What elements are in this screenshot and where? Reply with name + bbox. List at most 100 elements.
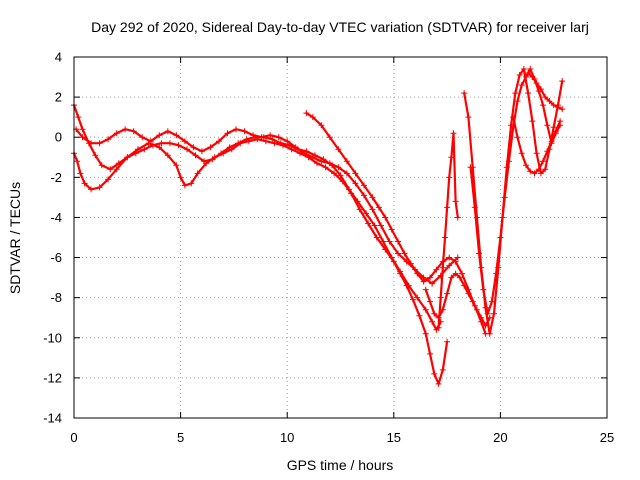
data-point-marker xyxy=(115,160,122,167)
data-point-marker xyxy=(488,298,495,305)
data-point-marker xyxy=(81,180,88,187)
data-point-marker xyxy=(360,192,367,199)
data-point-marker xyxy=(525,90,532,97)
data-point-marker xyxy=(356,206,363,213)
y-tick-label: 2 xyxy=(55,90,62,105)
data-point-marker xyxy=(139,134,146,141)
data-point-marker xyxy=(337,172,344,179)
data-series xyxy=(71,66,566,387)
data-point-marker xyxy=(352,170,359,177)
data-point-marker xyxy=(416,312,423,319)
data-point-marker xyxy=(369,206,376,213)
data-point-marker xyxy=(373,234,380,241)
data-point-marker xyxy=(465,290,472,297)
data-point-marker xyxy=(505,158,512,165)
data-point-marker xyxy=(401,250,408,257)
series-arc-8 xyxy=(525,70,566,113)
data-point-marker xyxy=(422,306,429,313)
data-point-marker xyxy=(335,164,342,171)
data-point-marker xyxy=(277,140,284,147)
data-point-marker xyxy=(456,274,463,281)
data-point-marker xyxy=(124,154,131,161)
y-tick-label: -2 xyxy=(50,170,62,185)
data-point-marker xyxy=(441,234,448,241)
series-trace xyxy=(424,272,491,327)
data-point-marker xyxy=(354,198,361,205)
y-tick-label: -14 xyxy=(43,411,62,426)
series-trace xyxy=(74,128,459,285)
data-point-marker xyxy=(88,140,95,147)
data-point-marker xyxy=(461,90,468,97)
data-point-marker xyxy=(190,144,197,151)
x-tick-label: 0 xyxy=(70,430,77,445)
data-point-marker xyxy=(141,146,148,153)
data-point-marker xyxy=(471,204,478,211)
data-point-marker xyxy=(243,136,250,143)
data-point-marker xyxy=(422,330,429,337)
data-point-marker xyxy=(476,250,483,257)
data-point-marker xyxy=(183,146,190,153)
data-point-marker xyxy=(497,234,504,241)
data-point-marker xyxy=(446,254,453,261)
data-point-marker xyxy=(314,160,321,167)
data-point-marker xyxy=(241,128,248,135)
data-point-marker xyxy=(520,66,527,73)
data-point-marker xyxy=(439,306,446,313)
data-point-marker xyxy=(386,238,393,245)
data-point-marker xyxy=(446,262,453,269)
data-point-marker xyxy=(510,114,517,121)
series-arc-4 xyxy=(303,110,489,337)
data-point-marker xyxy=(122,126,129,133)
data-point-marker xyxy=(559,106,566,113)
data-point-marker xyxy=(527,66,534,73)
data-point-marker xyxy=(326,160,333,167)
series-trace xyxy=(437,132,459,329)
data-point-marker xyxy=(98,162,105,169)
y-tick-label: -8 xyxy=(50,290,62,305)
data-point-marker xyxy=(552,128,559,135)
data-point-marker xyxy=(181,182,188,189)
data-point-marker xyxy=(529,118,536,125)
data-point-marker xyxy=(439,366,446,373)
data-point-marker xyxy=(518,82,525,89)
data-point-marker xyxy=(454,254,461,261)
data-point-marker xyxy=(132,150,139,157)
data-point-marker xyxy=(452,270,459,277)
data-point-marker xyxy=(544,122,551,129)
data-point-marker xyxy=(482,322,489,329)
data-point-marker xyxy=(444,290,451,297)
data-point-marker xyxy=(491,310,498,317)
data-point-marker xyxy=(433,266,440,273)
plot-frame xyxy=(73,56,608,419)
data-point-marker xyxy=(427,298,434,305)
data-point-marker xyxy=(540,102,547,109)
data-point-marker xyxy=(546,98,553,105)
y-axis-label: SDTVAR / TECUs xyxy=(7,182,23,294)
y-tick-label: 0 xyxy=(55,130,62,145)
series-arc-7 xyxy=(510,114,564,177)
data-point-marker xyxy=(113,130,120,137)
data-point-marker xyxy=(469,298,476,305)
data-point-marker xyxy=(388,226,395,233)
series-trace xyxy=(469,67,562,315)
data-point-marker xyxy=(525,70,532,77)
data-point-marker xyxy=(444,338,451,345)
data-point-marker xyxy=(461,282,468,289)
data-point-marker xyxy=(409,296,416,303)
series-trace xyxy=(463,67,564,335)
data-point-marker xyxy=(156,144,163,151)
data-point-marker xyxy=(79,134,86,141)
data-point-marker xyxy=(431,310,438,317)
data-point-marker xyxy=(113,166,120,173)
data-point-marker xyxy=(533,150,540,157)
data-point-marker xyxy=(192,152,199,159)
x-tick-label: 20 xyxy=(493,430,507,445)
data-point-marker xyxy=(484,310,491,317)
data-point-marker xyxy=(92,152,99,159)
data-point-marker xyxy=(514,134,521,141)
data-point-marker xyxy=(105,176,112,183)
data-point-marker xyxy=(452,198,459,205)
data-point-marker xyxy=(448,154,455,161)
data-point-marker xyxy=(363,210,370,217)
x-tick-label: 25 xyxy=(600,430,614,445)
